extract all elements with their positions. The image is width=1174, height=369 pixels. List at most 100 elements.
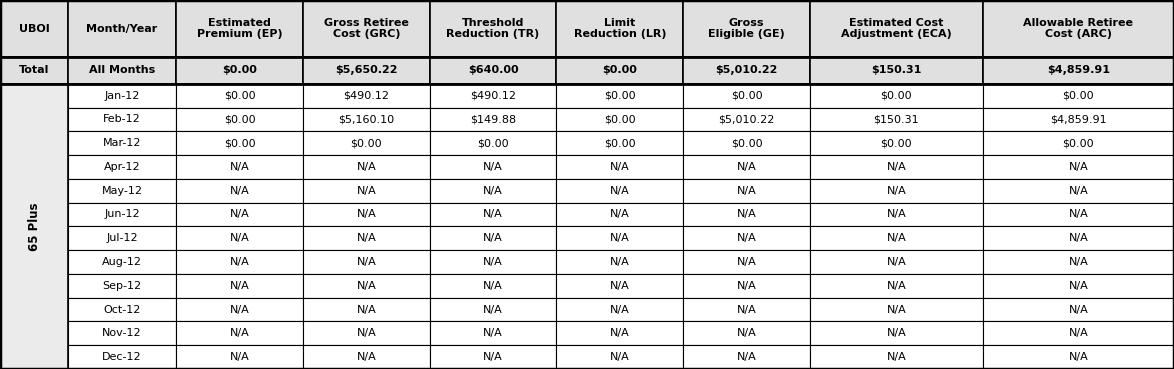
Text: N/A: N/A — [1068, 328, 1088, 338]
Bar — [176, 203, 303, 226]
Bar — [303, 84, 430, 107]
Text: N/A: N/A — [886, 233, 906, 243]
Bar — [303, 274, 430, 298]
Bar — [68, 203, 176, 226]
Text: N/A: N/A — [610, 233, 629, 243]
Bar — [983, 107, 1174, 131]
Bar — [556, 131, 683, 155]
Bar — [176, 274, 303, 298]
Text: $150.31: $150.31 — [871, 65, 922, 76]
Text: N/A: N/A — [737, 257, 756, 267]
Bar — [303, 179, 430, 203]
Bar — [810, 0, 983, 57]
Text: Sep-12: Sep-12 — [102, 281, 142, 291]
Text: 65 Plus: 65 Plus — [27, 202, 41, 251]
Bar — [303, 250, 430, 274]
Text: N/A: N/A — [484, 328, 502, 338]
Bar — [683, 298, 810, 321]
Text: N/A: N/A — [737, 328, 756, 338]
Text: N/A: N/A — [357, 162, 376, 172]
Text: N/A: N/A — [484, 257, 502, 267]
Text: N/A: N/A — [357, 233, 376, 243]
Bar — [303, 298, 430, 321]
Text: N/A: N/A — [610, 257, 629, 267]
Text: Dec-12: Dec-12 — [102, 352, 142, 362]
Text: Gross
Eligible (GE): Gross Eligible (GE) — [708, 18, 785, 39]
Bar — [176, 0, 303, 57]
Text: $640.00: $640.00 — [467, 65, 519, 76]
Bar — [176, 321, 303, 345]
Text: Jul-12: Jul-12 — [107, 233, 137, 243]
Bar — [176, 107, 303, 131]
Bar — [683, 203, 810, 226]
Text: Total: Total — [19, 65, 49, 76]
Bar — [176, 298, 303, 321]
Bar — [176, 84, 303, 107]
Bar — [983, 84, 1174, 107]
Bar — [683, 250, 810, 274]
Bar — [810, 179, 983, 203]
Bar — [430, 321, 556, 345]
Bar — [556, 345, 683, 369]
Bar — [683, 226, 810, 250]
Text: N/A: N/A — [484, 186, 502, 196]
Bar — [683, 179, 810, 203]
Text: $0.00: $0.00 — [602, 65, 637, 76]
Text: Jan-12: Jan-12 — [104, 91, 140, 101]
Text: $5,010.22: $5,010.22 — [715, 65, 778, 76]
Bar — [430, 298, 556, 321]
Bar — [303, 345, 430, 369]
Bar — [556, 84, 683, 107]
Bar — [683, 345, 810, 369]
Bar — [983, 131, 1174, 155]
Bar — [176, 345, 303, 369]
Text: N/A: N/A — [230, 186, 249, 196]
Text: $0.00: $0.00 — [224, 91, 255, 101]
Text: N/A: N/A — [737, 281, 756, 291]
Text: N/A: N/A — [484, 304, 502, 315]
Bar — [430, 274, 556, 298]
Bar — [430, 0, 556, 57]
Text: N/A: N/A — [886, 186, 906, 196]
Bar — [556, 155, 683, 179]
Bar — [68, 298, 176, 321]
Bar — [68, 84, 176, 107]
Text: N/A: N/A — [230, 281, 249, 291]
Text: $490.12: $490.12 — [343, 91, 390, 101]
Text: $0.00: $0.00 — [880, 138, 912, 148]
Text: May-12: May-12 — [102, 186, 142, 196]
Text: $0.00: $0.00 — [605, 114, 635, 124]
Text: $0.00: $0.00 — [351, 138, 382, 148]
Text: $0.00: $0.00 — [605, 138, 635, 148]
Text: Nov-12: Nov-12 — [102, 328, 142, 338]
Bar — [983, 345, 1174, 369]
Text: N/A: N/A — [484, 281, 502, 291]
Text: $4,859.91: $4,859.91 — [1050, 114, 1107, 124]
Text: $4,859.91: $4,859.91 — [1047, 65, 1109, 76]
Text: Month/Year: Month/Year — [87, 24, 157, 34]
Bar — [430, 250, 556, 274]
Text: N/A: N/A — [230, 233, 249, 243]
Text: N/A: N/A — [610, 162, 629, 172]
Text: N/A: N/A — [357, 186, 376, 196]
Text: $0.00: $0.00 — [1062, 138, 1094, 148]
Text: N/A: N/A — [886, 257, 906, 267]
Bar — [556, 179, 683, 203]
Bar — [683, 274, 810, 298]
Text: $0.00: $0.00 — [224, 138, 255, 148]
Bar — [176, 155, 303, 179]
Bar — [68, 345, 176, 369]
Text: $0.00: $0.00 — [224, 114, 255, 124]
Bar — [430, 131, 556, 155]
Text: N/A: N/A — [484, 162, 502, 172]
Text: N/A: N/A — [737, 162, 756, 172]
Bar — [810, 321, 983, 345]
Bar — [430, 179, 556, 203]
Bar — [556, 0, 683, 57]
Text: $0.00: $0.00 — [731, 91, 762, 101]
Bar — [430, 345, 556, 369]
Text: Jun-12: Jun-12 — [104, 210, 140, 220]
Text: $490.12: $490.12 — [470, 91, 517, 101]
Text: N/A: N/A — [230, 304, 249, 315]
Bar — [303, 131, 430, 155]
